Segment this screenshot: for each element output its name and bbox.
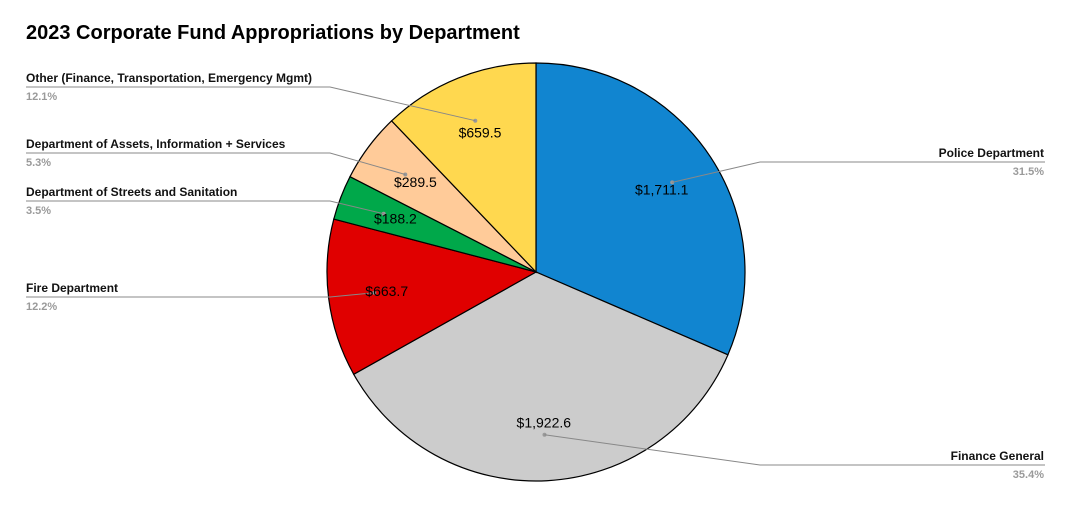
pie-slice-other-finance-transportation-emergency-mgmt	[390, 62, 537, 274]
slice-value-label: $289.5	[394, 174, 437, 190]
legend-percent: 35.4%	[1013, 469, 1044, 481]
leader-line	[672, 161, 1045, 183]
pie-slice-police-department	[535, 62, 746, 356]
leader-line	[26, 200, 384, 215]
leader-line	[26, 292, 375, 298]
legend-label: Department of Streets and Sanitation	[26, 185, 237, 199]
leader-line	[26, 152, 406, 175]
legend-percent: 3.5%	[26, 205, 51, 217]
legend-label: Other (Finance, Transportation, Emergenc…	[26, 71, 312, 85]
legend-percent: 12.2%	[26, 301, 57, 313]
legend-percent: 31.5%	[1013, 166, 1044, 178]
pie-slice-finance-general	[352, 271, 729, 482]
slice-value-label: $663.7	[365, 283, 408, 299]
legend-percent: 12.1%	[26, 91, 57, 103]
legend-label: Fire Department	[26, 281, 118, 295]
legend-label: Finance General	[951, 449, 1044, 463]
leader-line	[26, 86, 476, 122]
legend-label: Police Department	[939, 146, 1044, 160]
slice-value-label: $1,711.1	[635, 181, 689, 197]
legend-percent: 5.3%	[26, 157, 51, 169]
slice-value-label: $659.5	[459, 124, 502, 140]
pie-slice-fire-department	[326, 218, 538, 376]
legend-label: Department of Assets, Information + Serv…	[26, 137, 286, 151]
slice-value-label: $188.2	[374, 210, 417, 226]
slice-value-label: $1,922.6	[517, 414, 572, 430]
leader-line	[544, 434, 1045, 466]
chart-title: 2023 Corporate Fund Appropriations by De…	[26, 22, 520, 44]
